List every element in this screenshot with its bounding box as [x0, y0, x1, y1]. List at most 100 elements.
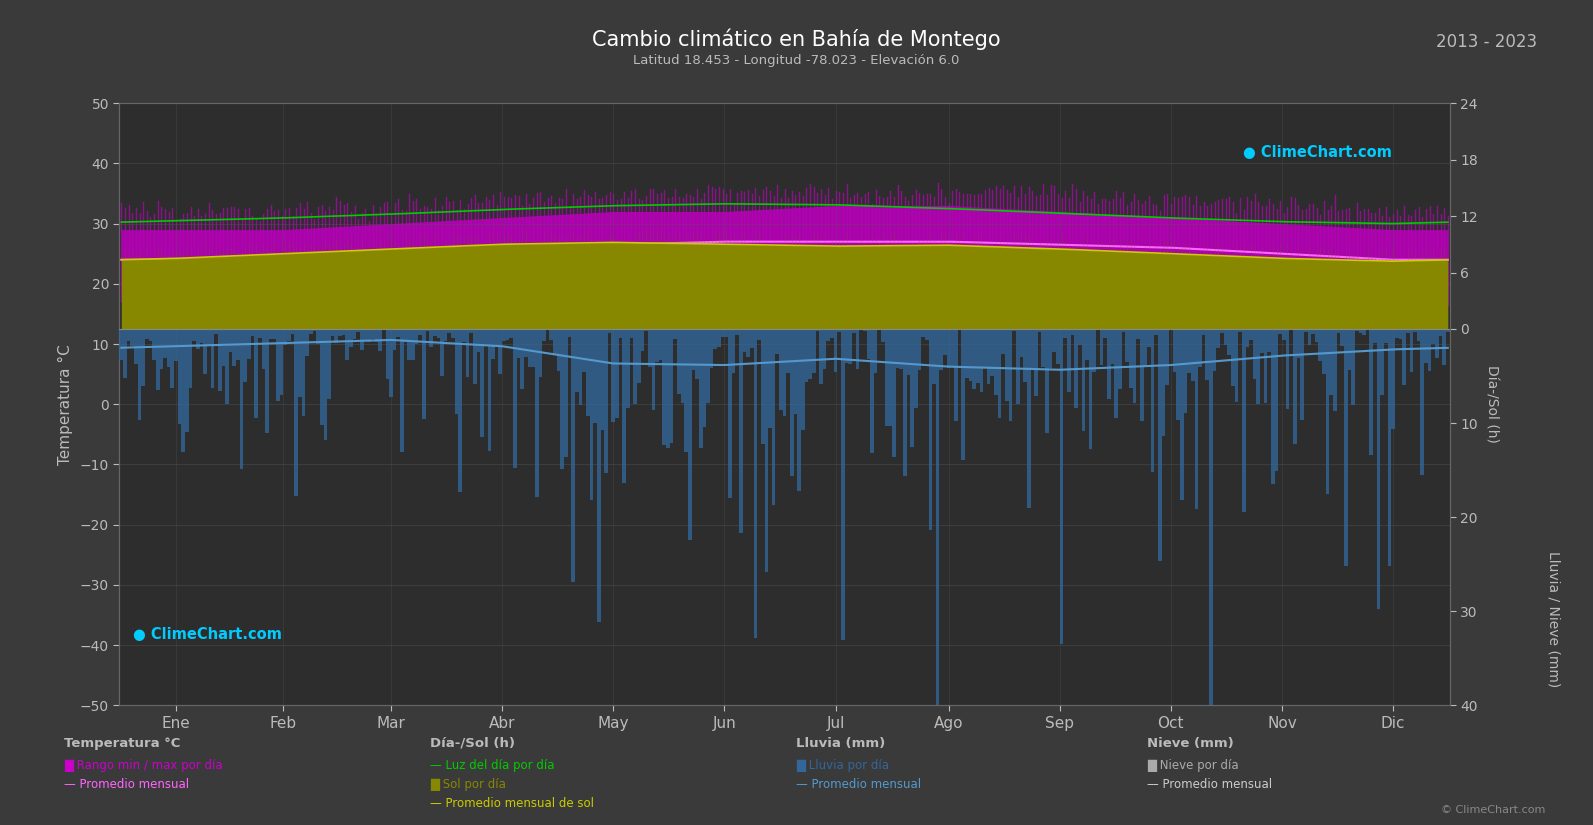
Bar	[1042, 329, 1045, 366]
Bar	[798, 329, 801, 492]
Bar	[669, 329, 674, 443]
Bar	[185, 329, 188, 432]
Y-axis label: Día-/Sol (h): Día-/Sol (h)	[1485, 365, 1499, 443]
Bar	[1093, 329, 1096, 372]
Bar	[284, 329, 287, 346]
Bar	[1268, 329, 1271, 352]
Bar	[736, 329, 739, 335]
Bar	[1263, 329, 1268, 403]
Bar	[717, 329, 720, 347]
Bar	[454, 329, 459, 414]
Bar	[572, 329, 575, 582]
Bar	[436, 329, 440, 338]
Bar	[761, 329, 765, 445]
Bar	[349, 329, 352, 346]
Bar	[824, 329, 827, 369]
Bar	[830, 329, 833, 338]
Bar	[1107, 329, 1110, 398]
Bar	[765, 329, 768, 572]
Bar	[473, 329, 476, 384]
Bar	[910, 329, 914, 447]
Bar	[292, 329, 295, 334]
Bar	[371, 329, 374, 339]
Bar	[1344, 329, 1348, 565]
Text: — Promedio mensual: — Promedio mensual	[796, 778, 922, 791]
Bar	[1187, 329, 1192, 373]
Bar	[597, 329, 601, 622]
Bar	[699, 329, 703, 448]
Bar	[957, 329, 961, 330]
Bar	[1432, 329, 1435, 345]
Bar	[1395, 329, 1399, 338]
Bar	[1209, 329, 1212, 825]
Bar	[567, 329, 572, 337]
Bar	[425, 329, 429, 331]
Bar	[1351, 329, 1356, 405]
Bar	[317, 329, 320, 344]
Bar	[787, 329, 790, 373]
Bar	[618, 329, 623, 338]
Bar	[440, 329, 444, 376]
Bar	[1238, 329, 1243, 332]
Bar	[652, 329, 655, 410]
Bar	[244, 329, 247, 382]
Text: — Promedio mensual: — Promedio mensual	[64, 778, 190, 791]
Bar	[484, 329, 487, 345]
Bar	[1034, 329, 1037, 396]
Bar	[739, 329, 742, 534]
Text: Lluvia / Nieve (mm): Lluvia / Nieve (mm)	[1547, 550, 1560, 687]
Bar	[414, 329, 419, 344]
Bar	[1129, 329, 1133, 388]
Bar	[1257, 329, 1260, 404]
Bar	[889, 329, 892, 426]
Bar	[451, 329, 454, 338]
Bar	[1104, 329, 1107, 337]
Bar	[819, 329, 824, 384]
Bar	[403, 329, 408, 342]
Bar	[710, 329, 714, 368]
Bar	[629, 329, 634, 337]
Bar	[884, 329, 889, 426]
Bar	[1416, 329, 1421, 342]
Bar	[524, 329, 527, 356]
Bar	[1384, 329, 1388, 343]
Bar	[903, 329, 906, 477]
Text: █ Lluvia por día: █ Lluvia por día	[796, 759, 889, 772]
Bar	[1008, 329, 1012, 421]
Bar	[429, 329, 433, 346]
Bar	[1121, 329, 1125, 332]
Bar	[841, 329, 844, 639]
Bar	[561, 329, 564, 469]
Bar	[1274, 329, 1278, 471]
Bar	[218, 329, 221, 391]
Bar	[790, 329, 793, 476]
Bar	[728, 329, 731, 497]
Bar	[196, 329, 199, 349]
Bar	[1161, 329, 1166, 436]
Bar	[1271, 329, 1274, 484]
Bar	[298, 329, 301, 397]
Bar	[634, 329, 637, 404]
Bar	[312, 329, 317, 331]
Bar	[276, 329, 280, 401]
Bar	[589, 329, 593, 500]
Bar	[703, 329, 706, 427]
Bar	[363, 329, 368, 340]
Bar	[863, 329, 867, 331]
Bar	[476, 329, 479, 352]
Bar	[827, 329, 830, 342]
Text: █ Rango min / max por día: █ Rango min / max por día	[64, 759, 223, 772]
Bar	[505, 329, 510, 340]
Bar	[320, 329, 323, 425]
Text: █ Sol por día: █ Sol por día	[430, 778, 507, 791]
Bar	[1056, 329, 1059, 364]
Bar	[1078, 329, 1082, 345]
Bar	[870, 329, 875, 453]
Bar	[1402, 329, 1407, 385]
Bar	[266, 329, 269, 433]
Bar	[812, 329, 816, 373]
Bar	[1027, 329, 1031, 507]
Bar	[776, 329, 779, 354]
Bar	[660, 329, 663, 360]
Bar	[604, 329, 609, 473]
